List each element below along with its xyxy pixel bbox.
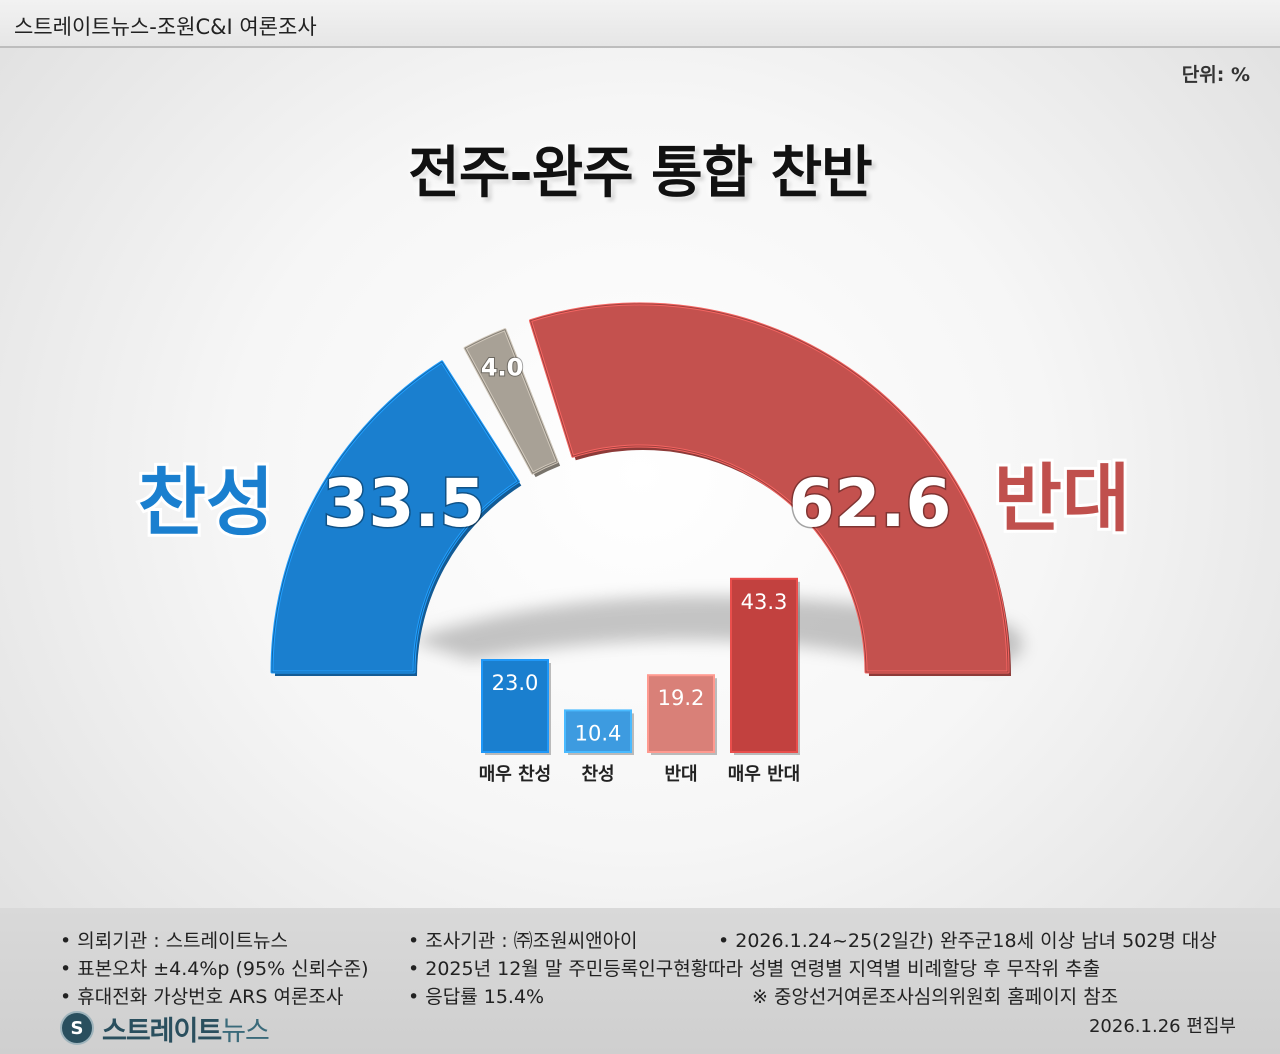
oppose-label: 반대 [994,456,1130,542]
footer-note: 2026.1.24~25(2일간) 완주군18세 이상 남녀 502명 대상 [718,926,1217,953]
support-label: 찬성 [138,460,274,546]
footer-note: 응답률 15.4% [408,982,544,1009]
footer-note: ※ 중앙선거여론조사심의위원회 홈페이지 참조 [752,986,1119,1008]
top-bar: 스트레이트뉴스-조원C&I 여론조사 [0,0,1280,48]
bar-value-label: 19.2 [658,686,705,710]
donut-value-label: 4.0 [481,353,524,381]
bar-value-label: 43.3 [741,590,788,614]
bar [564,709,632,754]
donut-segment-edge [529,303,1009,673]
bar [481,659,549,753]
brand-logo: S 스트레이트뉴스 [60,1009,270,1048]
donut-segment-edge [271,361,520,673]
logo-sub: 뉴스 [221,1015,270,1047]
bar-value-label: 10.4 [575,721,622,745]
footer-note: 표본오차 ±4.4%p (95% 신뢰수준) [60,954,368,981]
donut-labels: 33.5 4.0 62.6 찬성 반대 [135,352,1133,549]
bar-value-label: 23.0 [492,671,539,695]
chart-title: 전주-완주 통합 찬반 [408,141,872,206]
source-header: 스트레이트뉴스-조원C&I 여론조사 [14,15,317,39]
footer-note: 조사기관 : ㈜조원씨앤아이 [408,926,637,953]
bar-chart: 23.0 매우 찬성 10.4 찬성 19.2 반대 43.3 매우 반대 [479,577,801,785]
footer-note: 의뢰기관 : 스트레이트뉴스 [60,926,288,953]
publish-date: 2026.1.26 편집부 [1088,1016,1236,1037]
donut-value-label: 62.6 [789,465,952,542]
unit-label: 단위: % [1181,64,1250,86]
chart-canvas: 33.54.062.6찬성 반대 23.0매우 찬성10.4찬성19.2반대43.… [135,302,1133,785]
donut-segment-edge [464,328,558,474]
footer-note: 2025년 12월 말 주민등록인구현황따라 성별 연령별 지역별 비례할당 후… [408,954,1100,981]
logo-mark-icon: S [60,1011,94,1045]
footer-note: 휴대전화 가상번호 ARS 여론조사 [60,982,343,1009]
logo-main: 스트레이트 [102,1015,222,1047]
bar-category-label: 반대 [664,764,697,785]
bar [730,577,798,753]
bar-category-label: 매우 반대 [728,764,801,785]
bar-category-label: 찬성 [581,764,614,785]
donut-value-label: 33.5 [323,465,486,542]
donut-chart [270,302,1011,676]
bar [647,674,715,754]
bar-category-label: 매우 찬성 [479,764,552,785]
logo-text: 스트레이트뉴스 [102,1009,270,1048]
